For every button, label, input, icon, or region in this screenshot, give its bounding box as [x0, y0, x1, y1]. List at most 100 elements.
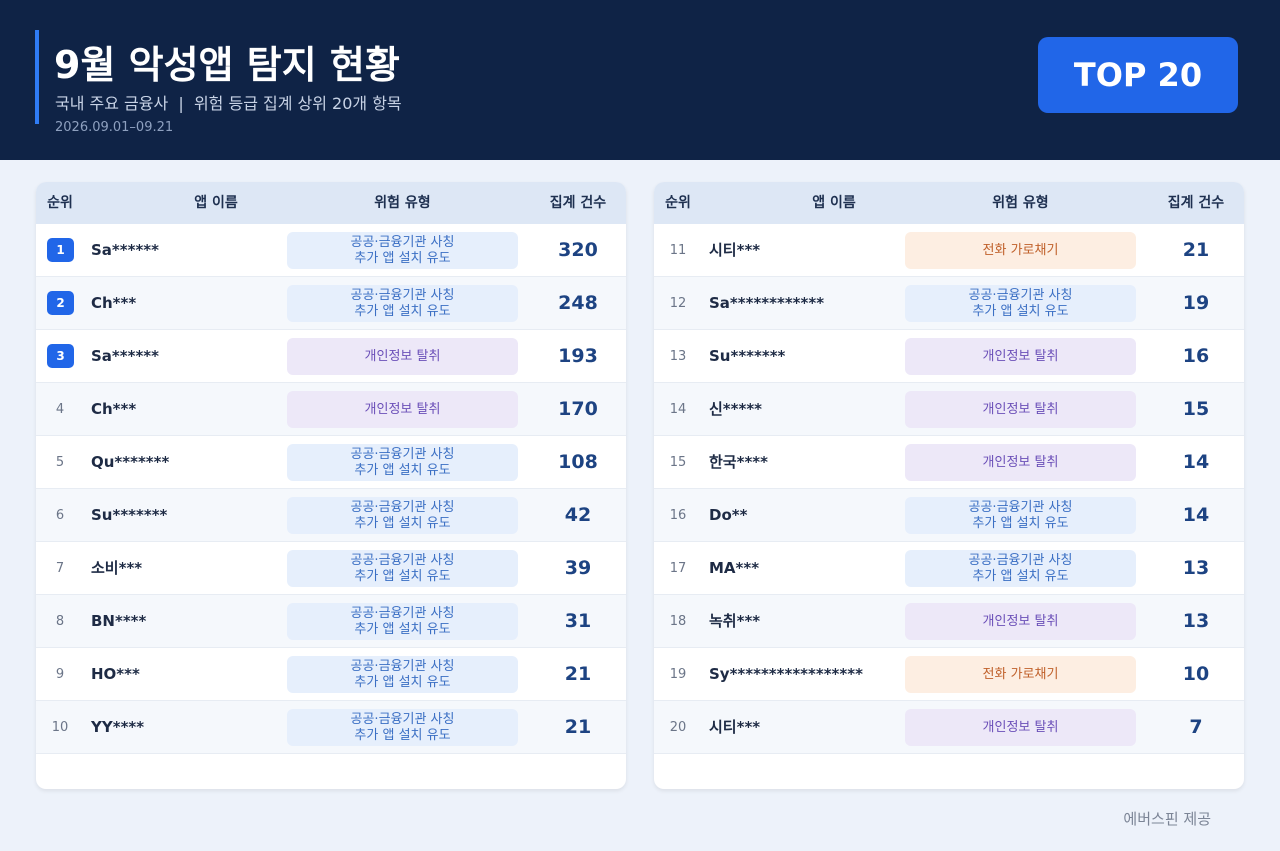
rank: 2: [47, 291, 74, 315]
risk-type: 개인정보 탈취: [905, 709, 1136, 746]
app-name: YY****: [91, 718, 145, 736]
risk-type: 공공·금융기관 사칭 추가 앱 설치 유도: [287, 656, 518, 693]
app-name: Sa************: [709, 294, 825, 312]
risk-type: 전화 가로채기: [905, 656, 1136, 693]
rank: 11: [669, 243, 687, 258]
table-panel: 순위 앱 이름 위험 유형 집계 건수 1 Sa****** 공공·금융기관 사칭 추가 앱…: [36, 182, 626, 789]
table-row: 9 HO*** 공공·금융기관 사칭 추가 앱 설치 유도 21: [36, 648, 626, 701]
table-row: 20 시티*** 개인정보 탈취 7: [654, 701, 1244, 754]
count: 16: [1182, 345, 1210, 367]
count: 170: [558, 398, 598, 420]
app-name: 시티***: [709, 241, 761, 259]
accent-bar: [35, 30, 39, 124]
rank: 20: [669, 720, 687, 735]
risk-type: 공공·금융기관 사칭 추가 앱 설치 유도: [287, 603, 518, 640]
risk-type: 공공·금융기관 사칭 추가 앱 설치 유도: [287, 444, 518, 481]
risk-type: 공공·금융기관 사칭 추가 앱 설치 유도: [287, 550, 518, 587]
risk-type: 개인정보 탈취: [287, 338, 518, 375]
app-name: Ch***: [91, 294, 137, 312]
rank: 8: [55, 614, 65, 629]
risk-type: 공공·금융기관 사칭 추가 앱 설치 유도: [905, 285, 1136, 322]
rank: 7: [55, 561, 65, 576]
count: 42: [564, 504, 592, 526]
app-name: 소비***: [91, 559, 143, 577]
column-header: 집계 건수: [1167, 195, 1225, 211]
table-header: 순위 앱 이름 위험 유형 집계 건수: [36, 182, 626, 224]
header: 9월 악성앱 탐지 현황 국내 주요 금융사 | 위험 등급 집계 상위 20개…: [0, 0, 1280, 160]
app-name: 녹취***: [709, 612, 761, 630]
table-row: 6 Su******* 공공·금융기관 사칭 추가 앱 설치 유도 42: [36, 489, 626, 542]
app-name: Do**: [709, 506, 748, 524]
risk-type: 공공·금융기관 사칭 추가 앱 설치 유도: [905, 550, 1136, 587]
table-row: 11 시티*** 전화 가로채기 21: [654, 224, 1244, 277]
app-name: 신*****: [709, 400, 763, 418]
footer: 에버스핀 제공: [1123, 810, 1211, 828]
column-header: 위험 유형: [374, 195, 431, 211]
table-row: 15 한국**** 개인정보 탈취 14: [654, 436, 1244, 489]
table-panel: 순위 앱 이름 위험 유형 집계 건수 11 시티*** 전화 가로채기 21 12 Sa****…: [654, 182, 1244, 789]
count: 19: [1182, 292, 1210, 314]
count: 10: [1182, 663, 1210, 685]
count: 108: [558, 451, 598, 473]
count: 248: [558, 292, 598, 314]
risk-type: 공공·금융기관 사칭 추가 앱 설치 유도: [287, 285, 518, 322]
table-row: 12 Sa************ 공공·금융기관 사칭 추가 앱 설치 유도 19: [654, 277, 1244, 330]
rank: 5: [55, 455, 65, 470]
app-name: MA***: [709, 559, 760, 577]
risk-type: 개인정보 탈취: [905, 338, 1136, 375]
rank: 12: [669, 296, 687, 311]
risk-type: 공공·금융기관 사칭 추가 앱 설치 유도: [287, 709, 518, 746]
badge: TOP 20: [1038, 37, 1238, 113]
table-row: 4 Ch*** 개인정보 탈취 170: [36, 383, 626, 436]
table-header: 순위 앱 이름 위험 유형 집계 건수: [654, 182, 1244, 224]
table-row: 5 Qu******* 공공·금융기관 사칭 추가 앱 설치 유도 108: [36, 436, 626, 489]
app-name: Ch***: [91, 400, 137, 418]
app-name: Qu*******: [91, 453, 170, 471]
app-name: Su*******: [91, 506, 168, 524]
rank: 17: [669, 561, 687, 576]
risk-type: 공공·금융기관 사칭 추가 앱 설치 유도: [905, 497, 1136, 534]
count: 21: [564, 716, 592, 738]
count: 7: [1189, 716, 1203, 738]
table-row: 2 Ch*** 공공·금융기관 사칭 추가 앱 설치 유도 248: [36, 277, 626, 330]
table-row: 10 YY**** 공공·금융기관 사칭 추가 앱 설치 유도 21: [36, 701, 626, 754]
table-row: 19 Sy***************** 전화 가로채기 10: [654, 648, 1244, 701]
table-row: 3 Sa****** 개인정보 탈취 193: [36, 330, 626, 383]
table-row: 1 Sa****** 공공·금융기관 사칭 추가 앱 설치 유도 320: [36, 224, 626, 277]
rank: 3: [47, 344, 74, 368]
count: 14: [1182, 504, 1210, 526]
count: 21: [1182, 239, 1210, 261]
app-name: HO***: [91, 665, 140, 683]
table-row: 18 녹취*** 개인정보 탈취 13: [654, 595, 1244, 648]
app-name: 시티***: [709, 718, 761, 736]
column-header: 앱 이름: [812, 195, 856, 211]
column-header: 앱 이름: [194, 195, 238, 211]
app-name: Su*******: [709, 347, 786, 365]
date: 2026.09.01–09.21: [55, 120, 174, 135]
app-name: Sa******: [91, 241, 159, 259]
table-row: 14 신***** 개인정보 탈취 15: [654, 383, 1244, 436]
rank: 10: [51, 720, 69, 735]
column-header: 집계 건수: [549, 195, 607, 211]
count: 13: [1182, 610, 1210, 632]
subtitle: 국내 주요 금융사 | 위험 등급 집계 상위 20개 항목: [55, 94, 402, 113]
rank: 13: [669, 349, 687, 364]
rank: 1: [47, 238, 74, 262]
table-row: 17 MA*** 공공·금융기관 사칭 추가 앱 설치 유도 13: [654, 542, 1244, 595]
risk-type: 개인정보 탈취: [905, 603, 1136, 640]
rank: 6: [55, 508, 65, 523]
column-header: 순위: [47, 195, 73, 211]
rank: 4: [55, 402, 65, 417]
app-name: Sy*****************: [709, 665, 863, 683]
table-row: 16 Do** 공공·금융기관 사칭 추가 앱 설치 유도 14: [654, 489, 1244, 542]
risk-type: 개인정보 탈취: [905, 444, 1136, 481]
rank: 18: [669, 614, 687, 629]
column-header: 순위: [665, 195, 691, 211]
count: 13: [1182, 557, 1210, 579]
risk-type: 공공·금융기관 사칭 추가 앱 설치 유도: [287, 497, 518, 534]
count: 320: [558, 239, 598, 261]
rank: 15: [669, 455, 687, 470]
title: 9월 악성앱 탐지 현황: [54, 43, 400, 87]
rank: 19: [669, 667, 687, 682]
